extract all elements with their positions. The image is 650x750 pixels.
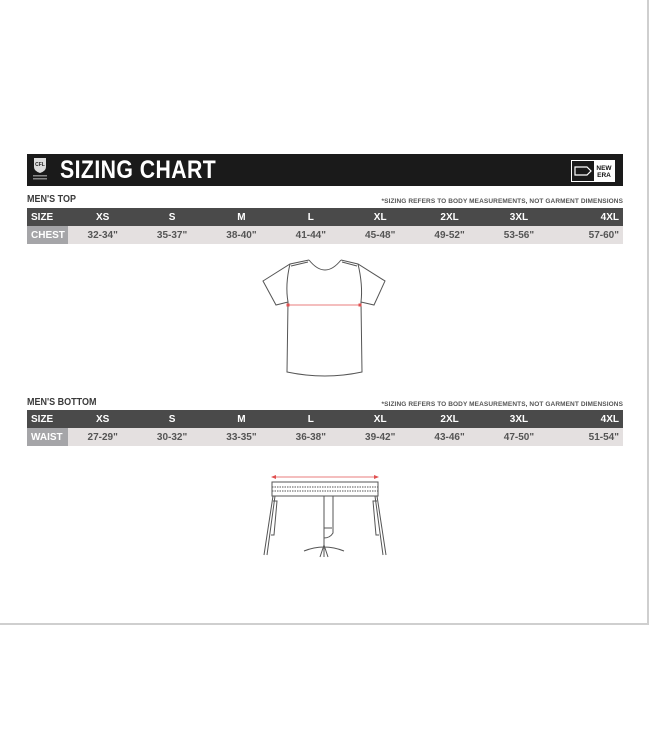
new-era-logo-icon: NEW ERA bbox=[571, 160, 615, 182]
size-header: SIZE bbox=[27, 208, 68, 226]
table-row: CHEST 32-34" 35-37" 38-40" 41-44" 45-48"… bbox=[27, 226, 623, 244]
size-header: SIZE bbox=[27, 410, 68, 428]
table-header-row: SIZE XS S M L XL 2XL 3XL 4XL bbox=[27, 208, 623, 226]
table-row: WAIST 27-29" 30-32" 33-35" 36-38" 39-42"… bbox=[27, 428, 623, 446]
value-cell: 39-42" bbox=[345, 428, 415, 446]
size-cell: XS bbox=[68, 410, 138, 428]
size-cell: 2XL bbox=[414, 208, 485, 226]
size-cell: 4XL bbox=[553, 410, 623, 428]
value-cell: 51-54" bbox=[553, 428, 623, 446]
cfl-logo-icon: CFL bbox=[33, 158, 47, 180]
value-cell: 38-40" bbox=[206, 226, 277, 244]
value-cell: 35-37" bbox=[137, 226, 207, 244]
value-cell: 33-35" bbox=[206, 428, 277, 446]
size-cell: XL bbox=[345, 410, 415, 428]
value-cell: 36-38" bbox=[276, 428, 346, 446]
waist-label: WAIST bbox=[27, 428, 68, 446]
value-cell: 57-60" bbox=[553, 226, 623, 244]
value-cell: 27-29" bbox=[68, 428, 138, 446]
mens-bottom-heading: MEN'S BOTTOM bbox=[27, 397, 97, 408]
size-cell: L bbox=[276, 208, 346, 226]
title-banner: CFL SIZING CHART NEW ERA bbox=[27, 154, 623, 186]
value-cell: 41-44" bbox=[276, 226, 346, 244]
size-cell: L bbox=[276, 410, 346, 428]
shorts-diagram-icon bbox=[263, 475, 387, 558]
value-cell: 53-56" bbox=[484, 226, 554, 244]
svg-text:NEW: NEW bbox=[596, 165, 612, 172]
size-cell: 3XL bbox=[484, 410, 554, 428]
value-cell: 45-48" bbox=[345, 226, 415, 244]
mens-bottom-note: *SIZING REFERS TO BODY MEASUREMENTS, NOT… bbox=[381, 401, 623, 408]
mens-top-table: SIZE XS S M L XL 2XL 3XL 4XL CHEST 32-34… bbox=[27, 208, 623, 244]
value-cell: 47-50" bbox=[484, 428, 554, 446]
value-cell: 32-34" bbox=[68, 226, 138, 244]
size-cell: M bbox=[206, 410, 277, 428]
table-header-row: SIZE XS S M L XL 2XL 3XL 4XL bbox=[27, 410, 623, 428]
svg-text:ERA: ERA bbox=[597, 172, 611, 179]
value-cell: 49-52" bbox=[414, 226, 485, 244]
size-cell: 2XL bbox=[414, 410, 485, 428]
size-cell: S bbox=[137, 410, 207, 428]
mens-top-note: *SIZING REFERS TO BODY MEASUREMENTS, NOT… bbox=[381, 198, 623, 205]
page-title: SIZING CHART bbox=[60, 156, 217, 184]
mens-top-heading: MEN'S TOP bbox=[27, 194, 76, 205]
value-cell: 30-32" bbox=[137, 428, 207, 446]
chest-label: CHEST bbox=[27, 226, 68, 244]
value-cell: 43-46" bbox=[414, 428, 485, 446]
mens-bottom-table: SIZE XS S M L XL 2XL 3XL 4XL WAIST 27-29… bbox=[27, 410, 623, 446]
svg-text:CFL: CFL bbox=[35, 162, 45, 168]
size-cell: 4XL bbox=[553, 208, 623, 226]
size-cell: 3XL bbox=[484, 208, 554, 226]
tshirt-diagram-icon bbox=[262, 259, 386, 377]
size-cell: XS bbox=[68, 208, 138, 226]
size-cell: S bbox=[137, 208, 207, 226]
size-cell: M bbox=[206, 208, 277, 226]
size-cell: XL bbox=[345, 208, 415, 226]
